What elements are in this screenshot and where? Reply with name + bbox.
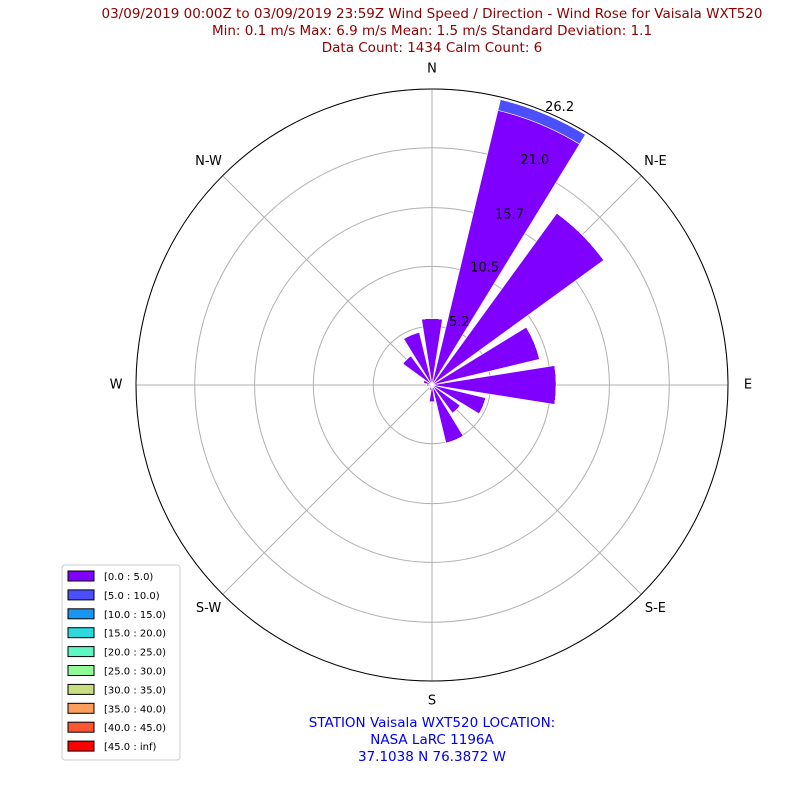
legend-swatch [67,702,95,714]
legend-swatch [67,570,95,582]
legend-swatch [67,721,95,733]
direction-label: S [428,694,436,709]
direction-label: S-W [196,601,221,616]
legend-swatch [67,740,95,752]
direction-label: N-W [195,154,222,169]
r-tick-label: 21.0 [520,153,549,168]
direction-label: W [110,378,123,393]
legend-swatch [67,608,95,620]
wind-bar [421,318,443,320]
legend-label: [20.0 : 25.0) [104,648,166,659]
legend-label: [10.0 : 15.0) [104,610,166,621]
direction-label: S-E [645,601,666,616]
legend-label: [15.0 : 20.0) [104,629,166,640]
legend-swatch [67,627,95,639]
direction-label: E [744,378,752,393]
station-info: STATION Vaisala WXT520 LOCATION: [309,715,555,731]
legend-label: [25.0 : 30.0) [104,667,166,678]
legend-swatch [67,646,95,658]
wind-bar [403,331,420,340]
grid-ring [254,207,610,563]
chart-title: Min: 0.1 m/s Max: 6.9 m/s Mean: 1.5 m/s … [212,23,652,39]
chart-title: Data Count: 1434 Calm Count: 6 [322,40,543,56]
r-tick-label: 15.7 [495,207,524,222]
legend-label: [35.0 : 40.0) [104,704,166,715]
chart-title: 03/09/2019 00:00Z to 03/09/2019 23:59Z W… [102,6,763,22]
direction-label: N-E [644,154,667,169]
r-tick-label: 10.5 [470,261,499,276]
legend-swatch [67,683,95,695]
legend-label: [5.0 : 10.0) [104,591,160,602]
legend-label: [0.0 : 5.0) [104,572,153,583]
wind-bar [422,380,425,383]
angular-grid-line [222,175,433,386]
legend-label: [30.0 : 35.0) [104,685,166,696]
r-tick-label: 26.2 [545,100,574,115]
direction-label: N [427,62,437,77]
wind-bar [445,435,464,444]
legend-label: [45.0 : inf) [104,742,157,753]
wind-bar [452,405,461,414]
polar-frame [135,88,729,682]
wind-bar [556,212,605,261]
angular-grid-line [431,384,642,595]
legend-swatch [67,589,95,601]
legend-swatch [67,665,95,676]
angular-grid-line [222,384,433,595]
wind-bar [402,355,411,364]
r-tick-label: 5.2 [449,315,470,330]
grid-ring [194,147,670,623]
station-info: 37.1038 N 76.3872 W [358,749,506,765]
legend-label: [40.0 : 45.0) [104,723,166,734]
station-info: NASA LaRC 1196A [370,732,494,748]
